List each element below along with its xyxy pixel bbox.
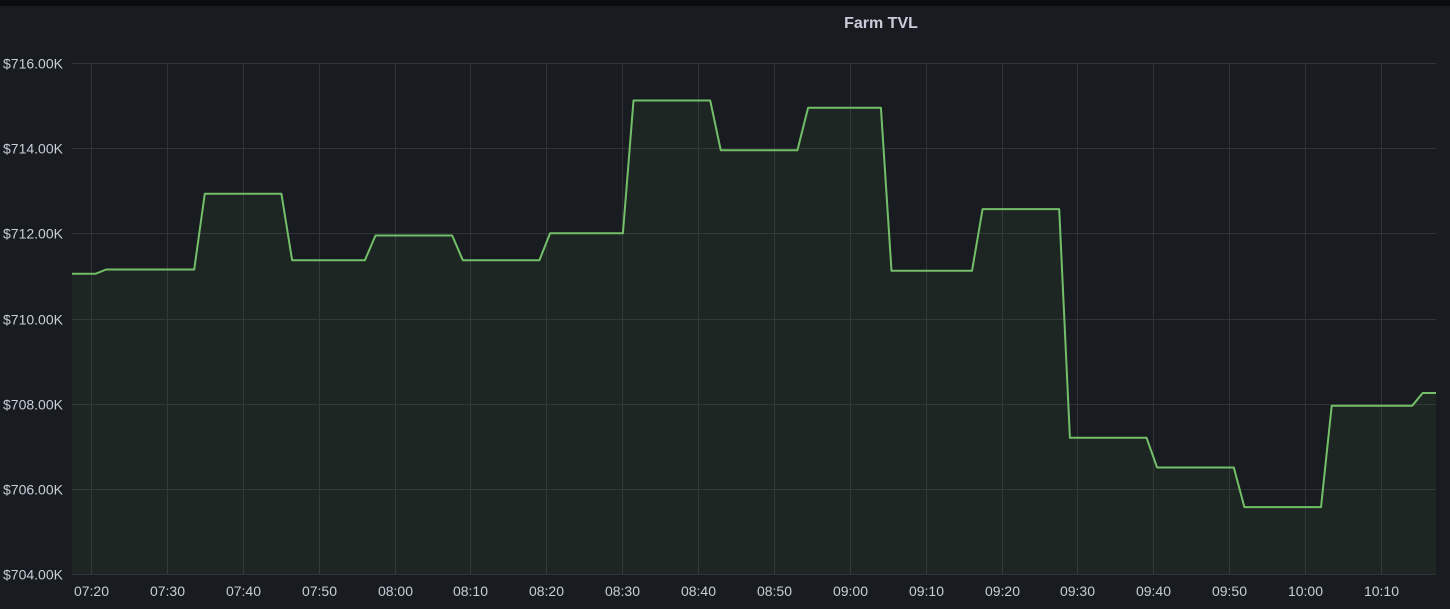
x-tick-label: 08:20 [529,583,564,599]
x-tick-label: 08:40 [681,583,716,599]
x-tick-label: 09:00 [833,583,868,599]
x-axis-labels: 07:20 07:30 07:40 07:50 08:00 08:10 08:20 08:30… [74,583,1399,599]
x-tick-label: 08:00 [378,583,413,599]
y-axis-labels: $704.00K $706.00K $708.00K $710.00K $712.00K… [3,56,64,583]
y-tick-label: $704.00K [3,567,64,583]
x-tick-label: 07:40 [226,583,261,599]
y-tick-label: $716.00K [3,56,64,72]
x-tick-label: 08:30 [605,583,640,599]
x-tick-label: 10:10 [1364,583,1399,599]
x-tick-label: 08:10 [453,583,488,599]
series-area-fill [72,100,1436,574]
x-tick-label: 09:30 [1060,583,1095,599]
x-tick-label: 10:00 [1288,583,1323,599]
x-tick-label: 09:40 [1136,583,1171,599]
y-tick-label: $706.00K [3,482,64,498]
x-tick-label: 07:30 [150,583,185,599]
x-tick-label: 09:10 [909,583,944,599]
x-tick-label: 09:50 [1212,583,1247,599]
y-tick-label: $708.00K [3,397,64,413]
area-layer [72,99,1436,574]
y-tick-label: $712.00K [3,226,64,242]
x-tick-label: 07:50 [302,583,337,599]
grid-layer [72,63,1436,575]
y-tick-label: $710.00K [3,312,64,328]
x-tick-label: 08:50 [757,583,792,599]
x-tick-label: 09:20 [985,583,1020,599]
x-tick-label: 07:20 [74,583,109,599]
series-line [72,99,1436,509]
panel-title[interactable]: Farm TVL [844,15,918,32]
y-tick-label: $714.00K [3,141,64,157]
